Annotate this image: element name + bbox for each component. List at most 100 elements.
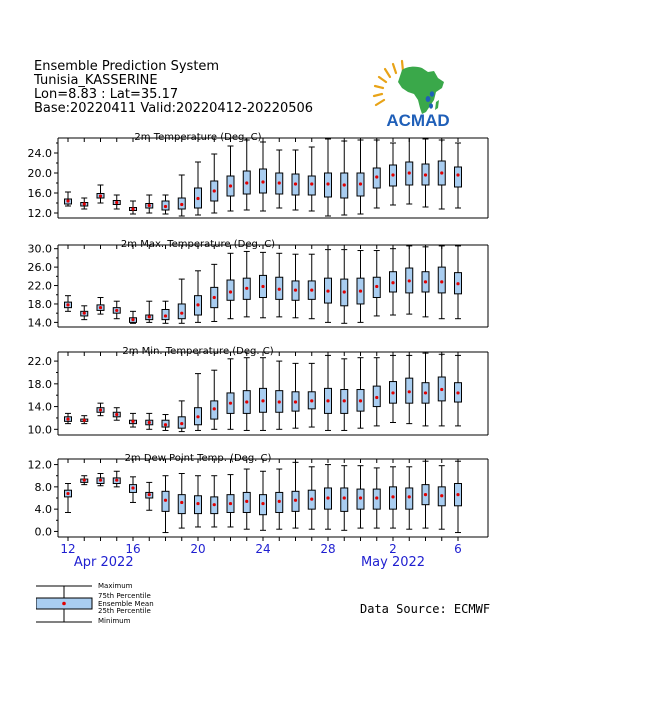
month-label: Apr 2022 [74,555,134,570]
y-tick-label: 12.0 [28,207,53,220]
africa-map-icon [398,66,444,114]
mean-marker [82,478,86,482]
acmad-logo: ACMAD [372,59,450,128]
mean-marker [98,478,103,482]
mean-marker [342,399,346,403]
box-iqr [226,279,235,301]
y-tick-label: 18.0 [28,298,53,311]
mean-marker [326,289,330,293]
mean-marker [115,308,119,313]
mean-marker [212,503,216,507]
mean-marker [82,418,86,422]
mean-marker [342,183,346,187]
water-drops-icon [425,91,435,109]
mean-marker [180,202,184,207]
month-label: May 2022 [361,555,425,570]
y-tick-label: 26.0 [28,261,53,274]
mean-marker [407,390,411,394]
mean-marker [440,387,444,392]
panel-title: 2m Max. Temperature (Deg. C) [121,239,275,250]
mean-marker [440,171,444,175]
mean-marker [310,399,314,403]
mean-marker [293,400,298,404]
mean-marker [147,493,151,497]
mean-marker [277,181,281,185]
mean-marker [391,173,395,177]
legend-maximum-label: Maximum [98,582,133,590]
y-tick-label: 16.0 [28,187,53,200]
mean-marker [82,202,86,206]
mean-marker [131,486,135,490]
mean-marker [180,422,184,426]
logo-text: ACMAD [386,111,449,128]
mean-marker [407,279,411,283]
mean-marker [326,399,330,403]
mean-marker [440,280,444,284]
mean-marker [391,495,395,499]
mean-marker [66,491,70,496]
mean-marker [358,496,363,500]
mean-marker [163,204,168,209]
panel-title: 2m Dew Point Temp. (Deg. C) [125,453,272,464]
legend-mean-label: Ensemble Mean [98,599,154,608]
header-title: Ensemble Prediction System [34,59,220,74]
mean-marker [456,493,460,497]
legend-symbol [36,585,93,623]
mean-marker [98,306,103,310]
mean-marker [423,280,428,284]
mean-marker [375,284,379,289]
mean-marker [391,391,395,395]
y-tick-label: 20.0 [28,167,53,180]
y-tick-label: 14.0 [28,401,53,414]
mean-marker [277,287,281,291]
mean-marker [66,417,70,421]
mean-marker [245,400,249,404]
mean-marker [212,189,216,193]
y-tick-label: 4.0 [35,503,53,516]
mean-marker [180,311,184,315]
mean-marker [358,182,363,186]
header-dates: Base:20220411 Valid:20220412-20220506 [34,101,314,116]
mean-marker [131,207,135,211]
mean-marker [147,420,151,425]
mean-marker [326,182,330,186]
mean-marker [212,295,216,300]
mean-marker [245,181,249,185]
y-tick-label: 12.0 [28,459,53,472]
mean-marker [358,399,363,403]
mean-marker [66,303,70,307]
mean-marker [310,182,314,186]
mean-marker [391,281,395,285]
x-tick-label: 16 [125,542,140,556]
mean-marker [212,407,216,411]
x-tick-label: 20 [190,542,205,556]
mean-marker [196,303,200,307]
mean-marker [423,391,428,395]
x-tick-label: 24 [255,542,270,556]
mean-marker [261,501,265,506]
mean-marker [375,175,379,179]
madagascar-icon [435,100,439,110]
mean-marker [147,315,151,319]
sun-rays-icon [372,59,405,107]
y-tick-label: 22.0 [28,355,53,368]
mean-marker [261,284,265,289]
y-tick-label: 18.0 [28,378,53,391]
data-source-label: Data Source: ECMWF [360,602,491,616]
mean-marker [261,180,265,184]
legend-mean-marker [62,601,66,606]
y-tick-label: 14.0 [28,316,53,329]
mean-marker [196,501,200,506]
mean-marker [375,496,379,500]
mean-marker [375,395,379,400]
x-tick-label: 2 [389,542,397,556]
box-iqr [177,303,186,320]
y-tick-label: 8.0 [35,481,53,494]
header-location: Tunisia_KASSERINE [34,73,158,88]
legend-p25-label: 25th Percentile [98,606,151,615]
mean-marker [277,499,281,503]
x-tick-label: 6 [454,542,462,556]
y-tick-label: 24.0 [28,147,53,160]
mean-marker [310,288,314,292]
